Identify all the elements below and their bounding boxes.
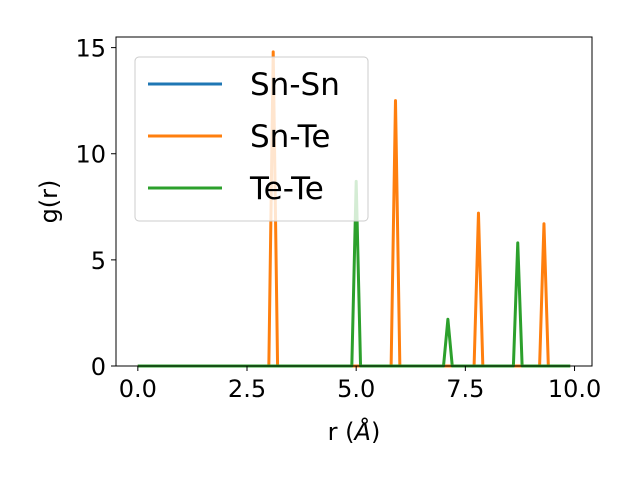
legend: Sn-Sn Sn-Te Te-Te [134,56,369,222]
x-axis: 0.0 2.5 5.0 7.5 10.0 [119,366,601,403]
x-axis-label: r (Å) [328,417,381,446]
y-axis: 0 5 10 15 [75,35,116,381]
y-axis-label: g(r) [35,180,63,224]
axes-frame [115,36,593,367]
x-tick-label: 7.5 [446,375,484,403]
legend-box [134,56,369,222]
x-axis-label-unit: Å [353,417,371,446]
x-tick-label: 2.5 [228,375,266,403]
series-line-te-te [137,179,571,368]
legend-label-te-te: Te-Te [249,171,324,207]
y-tick-label: 15 [75,35,106,63]
legend-label-sn-sn: Sn-Sn [250,67,340,103]
y-tick-label: 10 [75,141,106,169]
legend-label-sn-te: Sn-Te [250,119,330,155]
x-axis-label-close: ) [371,418,380,446]
y-tick-label: 0 [91,353,106,381]
x-tick-label: 10.0 [548,375,601,403]
x-axis-label-text: r ( [328,418,355,446]
x-tick-label: 5.0 [337,375,375,403]
x-tick-label: 0.0 [119,375,157,403]
y-tick-label: 5 [91,247,106,275]
